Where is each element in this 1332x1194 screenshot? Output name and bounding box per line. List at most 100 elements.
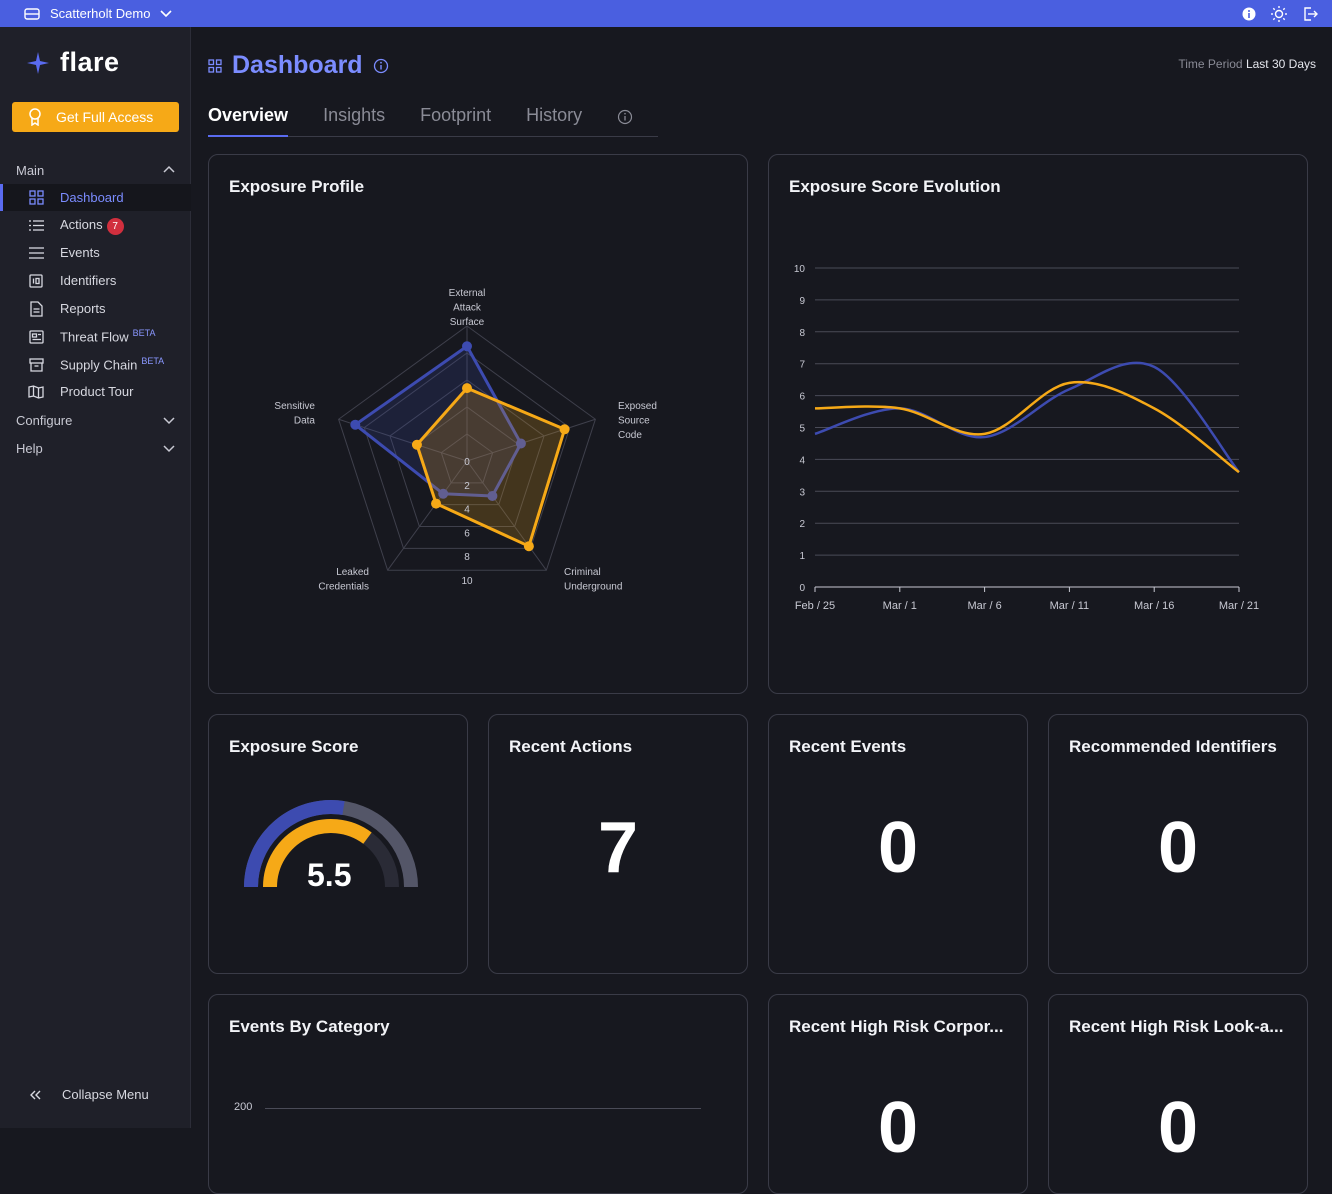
building-icon <box>24 7 40 20</box>
radar-axis-label: Criminal Underground <box>564 567 622 593</box>
archive-icon <box>28 357 44 373</box>
actions-count-badge: 7 <box>106 217 124 235</box>
logout-icon[interactable] <box>1302 6 1318 22</box>
recent-high-risk-lookalike-card[interactable]: Recent High Risk Look-a... 0 <box>1048 994 1308 1194</box>
chevron-up-icon <box>163 165 175 173</box>
radar-tick-label: 2 <box>464 481 470 492</box>
radar-data-point <box>438 488 449 499</box>
radar-tick-label: 8 <box>464 552 470 563</box>
radar-data-point <box>350 419 361 430</box>
tab-overview[interactable]: Overview <box>208 105 289 137</box>
x-tick-label: Feb / 25 <box>795 600 835 612</box>
radar-data-point <box>411 439 422 450</box>
time-period-selector[interactable]: Time Period Last 30 Days <box>1178 57 1316 71</box>
card-title: Exposure Score Evolution <box>789 177 1001 196</box>
section-configure-label: Configure <box>16 412 73 428</box>
badge-icon <box>29 108 41 126</box>
y-tick-label: 6 <box>799 392 805 403</box>
sidebar-item-events[interactable]: Events <box>0 239 191 266</box>
time-period-label: Time Period <box>1178 57 1243 71</box>
sidebar-item-label: Product Tour <box>60 384 134 399</box>
radar-grid-ring <box>440 433 494 484</box>
sidebar-item-reports[interactable]: Reports <box>0 295 191 322</box>
tab-history[interactable]: History <box>526 105 583 125</box>
radar-data-point <box>515 438 526 449</box>
sidebar-item-dashboard[interactable]: Dashboard <box>0 184 191 211</box>
recent-actions-count: 7 <box>597 808 639 888</box>
sidebar-item-identifiers[interactable]: Identifiers <box>0 267 191 294</box>
radar-tick-label: 0 <box>464 457 470 468</box>
top-bar: Scatterholt Demo <box>0 0 1332 27</box>
radar-grid-ring <box>363 352 571 549</box>
exposure-profile-radar-chart: 0 2 4 6 8 10 External Attack Surface Exposed Sourc… <box>274 288 657 593</box>
sidebar-item-product-tour[interactable]: Product Tour <box>0 378 191 405</box>
recent-actions-card[interactable]: Recent Actions 7 <box>488 714 748 974</box>
sun-icon[interactable] <box>1270 5 1288 23</box>
brand-logo[interactable]: flare <box>26 47 120 78</box>
sidebar-item-label: Reports <box>60 301 106 316</box>
sidebar-item-label: Supply Chain <box>60 357 138 373</box>
sidebar-item-label: Threat Flow <box>60 329 129 345</box>
y-tick-label: 10 <box>794 264 806 275</box>
info-icon[interactable] <box>373 58 389 74</box>
recent-events-count: 0 <box>877 808 919 888</box>
card-title: Recent Events <box>789 737 907 756</box>
get-full-access-label: Get Full Access <box>56 109 154 125</box>
sidebar-item-supply-chain[interactable]: Supply Chain BETA <box>0 351 191 378</box>
brand-name: flare <box>60 47 120 77</box>
exposure-score-evolution-card: Exposure Score Evolution 0 1 2 3 4 5 6 7 8 9 10 Feb… <box>768 154 1308 694</box>
tab-insights[interactable]: Insights <box>323 105 386 125</box>
section-configure[interactable]: Configure <box>0 408 191 432</box>
recent-events-card[interactable]: Recent Events 0 <box>768 714 1028 974</box>
radar-spoke <box>387 460 468 571</box>
tenant-selector[interactable]: Scatterholt Demo <box>24 6 173 21</box>
card-title: Events By Category <box>229 1017 390 1036</box>
radar-grid-ring <box>389 379 545 528</box>
sidebar-item-threat-flow[interactable]: Threat Flow BETA <box>0 323 191 350</box>
radar-data-point <box>523 541 534 552</box>
recent-high-risk-lookalike-count: 0 <box>1157 1088 1199 1168</box>
chevron-down-icon <box>163 417 175 425</box>
y-tick-label: 1 <box>799 551 805 562</box>
recommended-identifiers-count: 0 <box>1157 808 1199 888</box>
tab-footprint[interactable]: Footprint <box>420 105 492 125</box>
chevron-down-icon[interactable] <box>160 9 173 18</box>
radar-axis-label: Exposed Source Code <box>618 401 657 441</box>
recent-high-risk-corporate-card[interactable]: Recent High Risk Corpor... 0 <box>768 994 1028 1194</box>
gauge-outer-fill <box>244 800 345 888</box>
sidebar-item-label: Events <box>60 245 100 260</box>
gauge-inner-fill <box>263 819 372 888</box>
y-tick-label: 0 <box>799 583 805 594</box>
recommended-identifiers-card[interactable]: Recommended Identifiers 0 <box>1048 714 1308 974</box>
events-gridline <box>265 1108 701 1109</box>
exposure-score-card: Exposure Score 5.5 <box>208 714 468 974</box>
grid-icon <box>208 58 222 73</box>
chevron-down-icon <box>163 445 175 453</box>
x-tick-label: Mar / 11 <box>1050 600 1090 612</box>
collapse-menu-button[interactable]: Collapse Menu <box>30 1087 149 1102</box>
list-icon <box>28 218 44 234</box>
card-title: Recommended Identifiers <box>1069 737 1277 756</box>
recent-high-risk-corporate-count: 0 <box>877 1088 919 1168</box>
radar-axis-label: Sensitive Data <box>274 401 315 427</box>
tab-bar: Overview Insights Footprint History <box>208 105 658 137</box>
collapse-menu-label: Collapse Menu <box>62 1087 149 1102</box>
grid-icon <box>28 190 44 206</box>
exposure-score-gauge <box>244 800 418 888</box>
radar-tick-label: 6 <box>464 528 470 539</box>
exposure-score-evolution-line-chart: 0 1 2 3 4 5 6 7 8 9 10 Feb / 25 Mar / 1 Mar / 6 Mar / … <box>794 264 1259 612</box>
section-help[interactable]: Help <box>0 436 191 460</box>
radar-grid-ring <box>338 325 596 571</box>
info-icon[interactable] <box>617 109 633 125</box>
get-full-access-button[interactable]: Get Full Access <box>12 102 179 132</box>
info-icon[interactable] <box>1242 7 1256 21</box>
radar-tick-label: 10 <box>461 576 473 587</box>
y-tick-label: 4 <box>799 455 805 466</box>
y-tick-label: 8 <box>799 328 805 339</box>
beta-tag: BETA <box>132 328 156 339</box>
sidebar-item-actions[interactable]: Actions 7 <box>0 212 191 239</box>
section-main[interactable]: Main <box>0 158 191 182</box>
page-title: Dashboard <box>208 51 389 80</box>
radar-spoke <box>466 460 547 571</box>
radar-series-area <box>415 386 567 548</box>
